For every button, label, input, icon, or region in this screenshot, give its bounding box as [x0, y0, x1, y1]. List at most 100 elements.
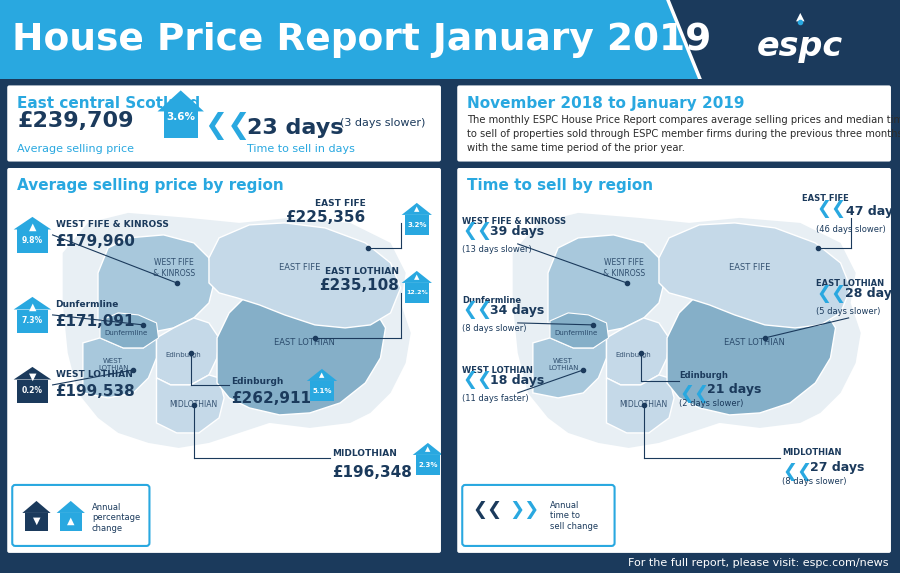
Text: Dunfermline: Dunfermline — [463, 296, 521, 305]
Polygon shape — [401, 203, 432, 215]
FancyBboxPatch shape — [13, 485, 149, 546]
Polygon shape — [659, 223, 850, 328]
Bar — [405, 215, 429, 235]
Polygon shape — [607, 375, 674, 433]
Text: ▲: ▲ — [796, 12, 805, 22]
Text: ▲: ▲ — [29, 222, 36, 232]
Text: ▲: ▲ — [67, 516, 75, 526]
Text: 2.3%: 2.3% — [418, 462, 437, 468]
Text: ❮❮: ❮❮ — [472, 501, 502, 519]
Polygon shape — [22, 501, 50, 513]
Text: £199,538: £199,538 — [56, 384, 135, 399]
Text: EAST LOTHIAN: EAST LOTHIAN — [325, 267, 399, 276]
Text: ❮❮: ❮❮ — [816, 200, 847, 218]
Text: ▼: ▼ — [29, 372, 36, 382]
Text: EAST LOTHIAN: EAST LOTHIAN — [724, 339, 785, 347]
FancyBboxPatch shape — [6, 84, 442, 163]
Text: ❮❮: ❮❮ — [463, 371, 492, 389]
Text: MIDLOTHIAN: MIDLOTHIAN — [170, 401, 218, 410]
Text: ❮❮: ❮❮ — [204, 112, 250, 140]
Text: 5.1%: 5.1% — [312, 388, 332, 394]
Text: WEST LOTHIAN: WEST LOTHIAN — [56, 370, 132, 379]
Text: ▲: ▲ — [414, 274, 419, 280]
Text: Time to sell by region: Time to sell by region — [467, 178, 653, 193]
Text: 9.8%: 9.8% — [22, 236, 43, 245]
Text: ▲: ▲ — [29, 302, 36, 312]
Text: 39 days: 39 days — [491, 225, 544, 238]
Text: 3.6%: 3.6% — [166, 112, 195, 123]
Text: (2 days slower): (2 days slower) — [680, 399, 743, 408]
Text: Edinburgh: Edinburgh — [680, 371, 728, 380]
Text: The monthly ESPC House Price Report compares average selling prices and median t: The monthly ESPC House Price Report comp… — [467, 116, 900, 154]
Text: Edinburgh: Edinburgh — [616, 352, 652, 358]
FancyBboxPatch shape — [456, 167, 892, 554]
Text: Average selling price by region: Average selling price by region — [17, 178, 284, 193]
Polygon shape — [550, 313, 608, 348]
Polygon shape — [157, 375, 224, 433]
Bar — [17, 379, 48, 403]
Polygon shape — [14, 297, 51, 309]
Text: Edinburgh: Edinburgh — [166, 352, 202, 358]
Text: WEST FIFE
& KINROSS: WEST FIFE & KINROSS — [153, 258, 194, 277]
Text: EAST FIFE: EAST FIFE — [802, 194, 849, 203]
Text: (11 days faster): (11 days faster) — [463, 394, 529, 403]
Polygon shape — [667, 273, 835, 415]
Text: Average selling price: Average selling price — [17, 144, 134, 154]
Polygon shape — [57, 501, 85, 513]
Text: (5 days slower): (5 days slower) — [816, 307, 881, 316]
Text: Edinburgh: Edinburgh — [231, 377, 284, 386]
Bar — [405, 283, 429, 303]
Polygon shape — [607, 318, 669, 385]
Text: WEST FIFE & KINROSS: WEST FIFE & KINROSS — [56, 220, 168, 229]
Text: 47 days: 47 days — [846, 205, 900, 218]
Text: EAST LOTHIAN: EAST LOTHIAN — [274, 339, 335, 347]
Polygon shape — [98, 235, 214, 333]
Polygon shape — [307, 369, 338, 381]
Text: WEST
LOTHIAN: WEST LOTHIAN — [548, 359, 579, 371]
Text: WEST
LOTHIAN: WEST LOTHIAN — [98, 359, 129, 371]
Text: EAST FIFE: EAST FIFE — [315, 199, 365, 208]
Text: ▲: ▲ — [425, 446, 430, 452]
Text: EAST FIFE: EAST FIFE — [279, 264, 320, 272]
Text: 3.2%: 3.2% — [407, 222, 427, 228]
Polygon shape — [533, 338, 607, 398]
Bar — [59, 513, 82, 531]
Text: 27 days: 27 days — [810, 461, 865, 474]
Polygon shape — [83, 338, 157, 398]
Polygon shape — [157, 318, 219, 385]
FancyBboxPatch shape — [6, 167, 442, 554]
Text: ▲: ▲ — [320, 372, 325, 378]
Bar — [416, 455, 440, 475]
Text: (3 days slower): (3 days slower) — [340, 119, 426, 128]
Text: For the full report, please visit: espc.com/news: For the full report, please visit: espc.… — [627, 558, 888, 568]
Text: 23 days: 23 days — [248, 119, 344, 139]
FancyBboxPatch shape — [456, 84, 892, 163]
Text: ❮❮: ❮❮ — [680, 385, 709, 403]
Polygon shape — [158, 91, 204, 111]
Polygon shape — [548, 235, 664, 333]
Text: espc: espc — [757, 30, 843, 62]
Text: ▲: ▲ — [414, 206, 419, 212]
Text: Annual
percentage
change: Annual percentage change — [92, 503, 140, 533]
Bar — [17, 309, 48, 333]
Text: ❮❮: ❮❮ — [816, 285, 847, 303]
Text: WEST LOTHIAN: WEST LOTHIAN — [463, 366, 533, 375]
Text: 34 days: 34 days — [491, 304, 544, 317]
Bar — [310, 381, 334, 401]
Text: ❮❮: ❮❮ — [463, 301, 492, 319]
Polygon shape — [14, 367, 51, 379]
Text: £225,356: £225,356 — [285, 210, 365, 225]
Text: 21 days: 21 days — [707, 383, 761, 396]
Text: House Price Report January 2019: House Price Report January 2019 — [12, 22, 711, 58]
Text: 18 days: 18 days — [491, 374, 544, 387]
Text: ❯❯: ❯❯ — [509, 501, 540, 519]
Text: ❮❮: ❮❮ — [463, 222, 492, 240]
Bar — [25, 513, 48, 531]
Text: £235,108: £235,108 — [319, 278, 399, 293]
Polygon shape — [63, 213, 410, 503]
Text: £171,091: £171,091 — [56, 314, 135, 329]
Text: EAST LOTHIAN: EAST LOTHIAN — [816, 279, 885, 288]
Text: (8 days slower): (8 days slower) — [782, 477, 847, 486]
Text: 0.2%: 0.2% — [22, 386, 43, 395]
Text: (13 days slower): (13 days slower) — [463, 245, 532, 254]
